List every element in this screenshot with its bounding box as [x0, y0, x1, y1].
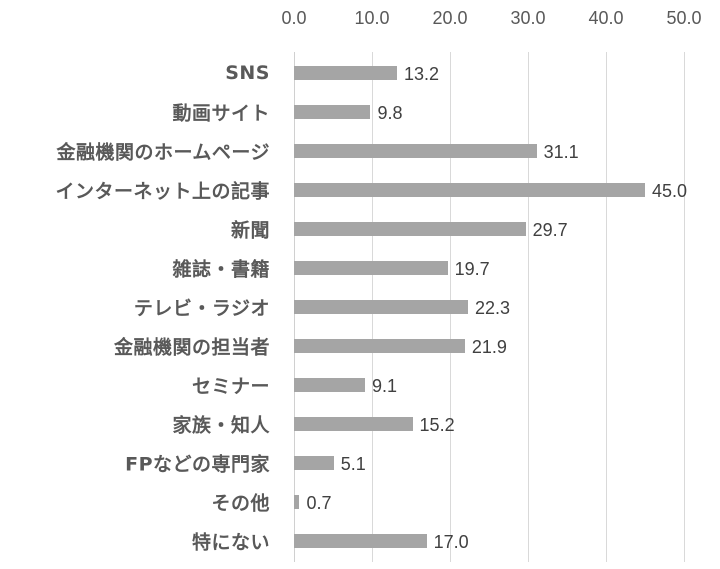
category-label: 新聞	[230, 219, 270, 242]
bar	[294, 222, 526, 236]
bar	[294, 339, 465, 353]
data-value-label: 22.3	[474, 298, 510, 319]
x-tick-label: 10.0	[354, 8, 390, 28]
x-tick-label: 50.0	[666, 8, 702, 28]
gridline	[606, 52, 607, 562]
data-value-label: 15.2	[419, 415, 455, 436]
bar	[294, 300, 468, 314]
category-label: 家族・知人	[172, 414, 270, 437]
data-value-label: 5.1	[340, 454, 366, 475]
data-value-label: 31.1	[543, 142, 579, 163]
category-label: セミナー	[191, 375, 270, 398]
category-label: その他	[211, 492, 270, 515]
category-label: 動画サイト	[172, 102, 270, 125]
data-value-label: 13.2	[403, 64, 439, 85]
category-label: インターネット上の記事	[55, 180, 270, 203]
bar	[294, 456, 334, 470]
data-value-label: 9.8	[377, 103, 403, 124]
category-label: FPなどの専門家	[125, 453, 270, 476]
x-tick-label: 30.0	[510, 8, 546, 28]
category-label: 金融機関のホームページ	[56, 141, 270, 164]
data-value-label: 29.7	[532, 220, 568, 241]
bar	[294, 534, 427, 548]
category-label: 雑誌・書籍	[172, 258, 270, 281]
x-tick-label: 40.0	[588, 8, 624, 28]
category-label: テレビ・ラジオ	[133, 297, 270, 320]
bar	[294, 66, 397, 80]
category-label: SNS	[225, 62, 270, 84]
data-value-label: 21.9	[471, 337, 507, 358]
data-value-label: 17.0	[433, 532, 469, 553]
bar	[294, 378, 365, 392]
x-tick-label: 0.0	[281, 8, 307, 28]
bar	[294, 261, 448, 275]
bar	[294, 105, 371, 119]
data-value-label: 0.7	[306, 493, 332, 514]
data-value-label: 9.1	[371, 376, 397, 397]
data-value-label: 19.7	[454, 259, 490, 280]
bar	[294, 495, 300, 509]
bar	[294, 183, 645, 197]
category-label: 金融機関の担当者	[113, 336, 270, 359]
gridline	[528, 52, 529, 562]
bar	[294, 417, 413, 431]
x-tick-label: 20.0	[432, 8, 468, 28]
category-label: 特にない	[191, 531, 270, 554]
gridline	[684, 52, 685, 562]
bar	[294, 144, 537, 158]
data-value-label: 45.0	[652, 181, 688, 202]
